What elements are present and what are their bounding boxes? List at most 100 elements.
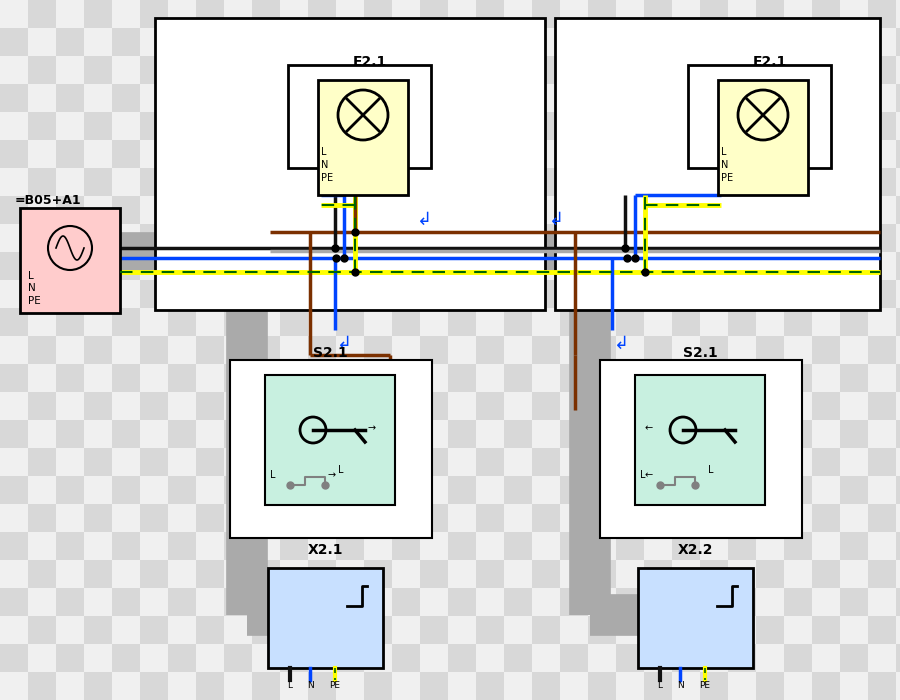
Bar xyxy=(280,448,308,476)
Bar xyxy=(812,644,840,672)
Bar xyxy=(476,476,504,504)
Bar xyxy=(756,504,784,532)
Bar xyxy=(896,0,900,28)
Bar xyxy=(555,18,880,310)
Bar xyxy=(756,448,784,476)
Bar xyxy=(616,196,644,224)
Bar xyxy=(112,140,140,168)
Bar xyxy=(140,112,168,140)
Bar xyxy=(140,504,168,532)
Bar xyxy=(588,252,616,280)
Bar xyxy=(756,336,784,364)
Bar xyxy=(28,476,56,504)
Bar xyxy=(224,308,252,336)
Bar xyxy=(308,112,336,140)
Bar xyxy=(28,504,56,532)
Bar xyxy=(812,196,840,224)
Bar xyxy=(112,448,140,476)
Bar xyxy=(868,112,896,140)
Bar xyxy=(392,672,420,700)
Bar xyxy=(280,672,308,700)
Bar xyxy=(364,224,392,252)
Circle shape xyxy=(48,226,92,270)
Bar xyxy=(336,28,364,56)
Bar xyxy=(196,0,224,28)
Text: PE: PE xyxy=(28,296,40,306)
Bar xyxy=(336,420,364,448)
Bar xyxy=(28,420,56,448)
Bar xyxy=(155,18,545,310)
Bar xyxy=(600,360,802,538)
Text: E2.1: E2.1 xyxy=(753,55,788,69)
Bar xyxy=(644,280,672,308)
Bar xyxy=(308,336,336,364)
Bar xyxy=(84,560,112,588)
Bar xyxy=(336,588,364,616)
Bar xyxy=(0,392,28,420)
Bar xyxy=(644,504,672,532)
Bar xyxy=(112,308,140,336)
Bar xyxy=(224,280,252,308)
Bar xyxy=(0,532,28,560)
Bar xyxy=(56,616,84,644)
Bar xyxy=(364,56,392,84)
Bar xyxy=(336,84,364,112)
Bar xyxy=(756,392,784,420)
Bar xyxy=(644,56,672,84)
Bar xyxy=(560,448,588,476)
Bar xyxy=(56,644,84,672)
Bar xyxy=(560,196,588,224)
Bar xyxy=(504,224,532,252)
Bar xyxy=(252,616,280,644)
Bar xyxy=(140,588,168,616)
Text: N: N xyxy=(28,283,36,293)
Bar xyxy=(532,420,560,448)
Bar xyxy=(504,336,532,364)
Bar xyxy=(420,420,448,448)
Bar xyxy=(420,140,448,168)
Bar xyxy=(840,224,868,252)
Bar xyxy=(252,224,280,252)
Text: L: L xyxy=(321,147,327,157)
Bar xyxy=(644,364,672,392)
Bar xyxy=(28,672,56,700)
Bar xyxy=(280,196,308,224)
Bar xyxy=(252,168,280,196)
Bar xyxy=(168,112,196,140)
Bar xyxy=(84,84,112,112)
Bar xyxy=(196,28,224,56)
Bar xyxy=(448,364,476,392)
Bar xyxy=(336,224,364,252)
Bar xyxy=(672,588,700,616)
Bar xyxy=(840,364,868,392)
Bar xyxy=(224,588,252,616)
Bar xyxy=(420,56,448,84)
Bar xyxy=(532,196,560,224)
Bar xyxy=(252,364,280,392)
Bar xyxy=(420,168,448,196)
Bar xyxy=(308,392,336,420)
Bar xyxy=(84,644,112,672)
Bar xyxy=(756,252,784,280)
Bar xyxy=(700,196,728,224)
Bar xyxy=(896,140,900,168)
Bar xyxy=(288,65,431,168)
Bar xyxy=(392,616,420,644)
Bar xyxy=(812,280,840,308)
Bar xyxy=(644,476,672,504)
Bar xyxy=(672,560,700,588)
Bar xyxy=(280,476,308,504)
Bar xyxy=(644,308,672,336)
Bar xyxy=(280,504,308,532)
Bar xyxy=(840,112,868,140)
Bar xyxy=(392,224,420,252)
Bar xyxy=(28,588,56,616)
Bar xyxy=(588,364,616,392)
Bar xyxy=(308,308,336,336)
Bar xyxy=(700,168,728,196)
Bar xyxy=(140,56,168,84)
Bar xyxy=(728,168,756,196)
Bar xyxy=(728,532,756,560)
Bar xyxy=(364,252,392,280)
Bar xyxy=(616,532,644,560)
